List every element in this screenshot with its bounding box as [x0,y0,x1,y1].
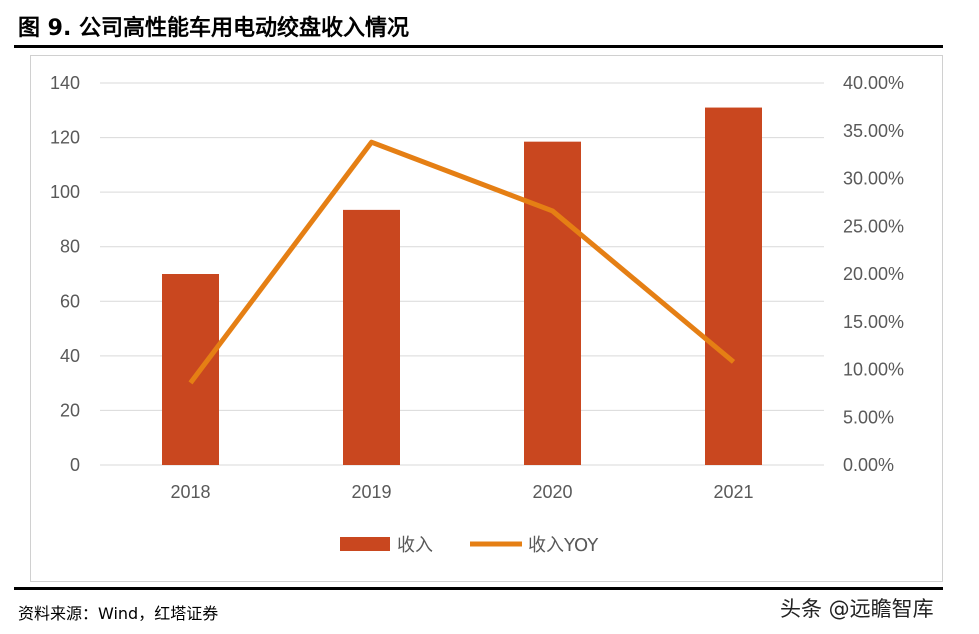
left-tick-label: 100 [50,182,80,202]
left-tick-label: 120 [50,128,80,148]
legend-label-line: 收入YOY [528,535,599,556]
watermark: 头条 @远瞻智库 [780,597,934,621]
left-tick-label: 20 [60,400,80,420]
left-tick-label: 60 [60,291,80,311]
right-tick-label: 10.00% [843,360,904,380]
left-tick-label: 140 [50,73,80,93]
bar-2018 [162,274,219,465]
top-rule [14,45,943,48]
right-tick-label: 40.00% [843,73,904,93]
legend-swatch-bar [340,537,390,551]
right-tick-label: 15.00% [843,312,904,332]
left-tick-label: 80 [60,237,80,257]
x-tick-label: 2018 [170,482,210,502]
left-tick-label: 40 [60,346,80,366]
right-tick-label: 25.00% [843,216,904,236]
bar-2020 [524,141,581,465]
yoy-line [188,139,736,385]
left-tick-label: 0 [70,455,80,475]
x-tick-label: 2021 [713,482,753,502]
chart-frame [30,55,943,582]
bottom-rule [14,587,943,590]
x-tick-label: 2020 [532,482,572,502]
right-tick-label: 20.00% [843,264,904,284]
right-tick-label: 5.00% [843,407,894,427]
legend-label-bar: 收入 [397,535,433,556]
bar-2019 [343,209,400,465]
x-tick-label: 2019 [351,482,391,502]
right-tick-label: 35.00% [843,121,904,141]
right-tick-label: 30.00% [843,169,904,189]
figure-title: 图 9. 公司高性能车用电动绞盘收入情况 [18,16,409,41]
bar-2021 [705,107,762,466]
right-tick-label: 0.00% [843,455,894,475]
source-note: 资料来源：Wind，红塔证券 [18,604,219,623]
